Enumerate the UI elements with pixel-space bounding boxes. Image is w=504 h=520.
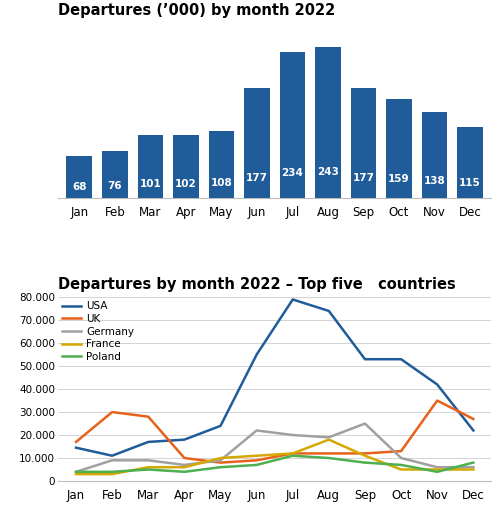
Poland [181,469,187,475]
Line: France: France [76,439,473,474]
Germany [181,462,187,468]
Germany [254,427,260,434]
France [73,471,79,477]
UK [181,455,187,461]
USA [362,356,368,362]
France [326,436,332,443]
Poland [326,455,332,461]
USA [73,445,79,451]
Bar [280,52,305,199]
UK [398,448,404,454]
Germany [470,464,476,470]
UK [254,457,260,463]
France [470,466,476,473]
Poland [73,469,79,475]
Text: 243: 243 [317,167,339,177]
UK [290,450,296,457]
Line: Germany: Germany [76,424,473,472]
Poland [434,469,440,475]
Text: 177: 177 [246,173,268,183]
USA [398,356,404,362]
Poland [290,452,296,459]
France [290,450,296,457]
Text: Departures by month 2022 – Top five   countries: Departures by month 2022 – Top five coun… [58,277,456,292]
Legend: USA, UK, Germany, France, Poland: USA, UK, Germany, France, Poland [61,300,135,363]
Bar [173,135,199,199]
UK [109,409,115,415]
Line: USA: USA [76,300,473,456]
Germany [398,455,404,461]
UK [73,439,79,445]
Text: 115: 115 [459,178,481,188]
Text: 108: 108 [211,178,232,188]
Poland [109,469,115,475]
Text: 101: 101 [140,179,161,189]
Poland [218,464,224,470]
Bar [457,126,483,199]
Bar [351,88,376,199]
Poland [398,462,404,468]
Text: 159: 159 [388,174,410,184]
Bar [315,46,341,199]
Germany [218,457,224,463]
USA [434,381,440,387]
Poland [362,460,368,466]
France [362,452,368,459]
Bar [102,151,128,199]
USA [181,436,187,443]
France [434,466,440,473]
Bar [244,88,270,199]
Poland [145,466,151,473]
UK [326,450,332,457]
Text: Departures (ʼ000) by month 2022: Departures (ʼ000) by month 2022 [58,3,335,18]
France [254,452,260,459]
Germany [145,457,151,463]
Text: 102: 102 [175,179,197,189]
France [145,464,151,470]
Poland [254,462,260,468]
Line: UK: UK [76,400,473,463]
Germany [362,421,368,427]
USA [470,427,476,434]
USA [254,352,260,358]
Germany [290,432,296,438]
Bar [386,99,412,199]
USA [109,452,115,459]
UK [470,416,476,422]
Germany [73,469,79,475]
Line: Poland: Poland [76,456,473,472]
Germany [434,464,440,470]
Text: 68: 68 [72,181,87,192]
France [398,466,404,473]
USA [290,296,296,303]
USA [218,423,224,429]
France [218,455,224,461]
Germany [326,434,332,440]
Bar [67,156,92,199]
UK [362,450,368,457]
France [181,464,187,470]
UK [145,413,151,420]
USA [145,439,151,445]
USA [326,308,332,314]
Text: 138: 138 [424,176,446,186]
Text: 76: 76 [107,181,122,191]
Germany [109,457,115,463]
UK [434,397,440,404]
Bar [209,131,234,199]
Text: 177: 177 [352,173,374,183]
France [109,471,115,477]
Text: 234: 234 [282,168,303,178]
Bar [422,112,448,199]
Bar [138,135,163,199]
Poland [470,460,476,466]
UK [218,460,224,466]
